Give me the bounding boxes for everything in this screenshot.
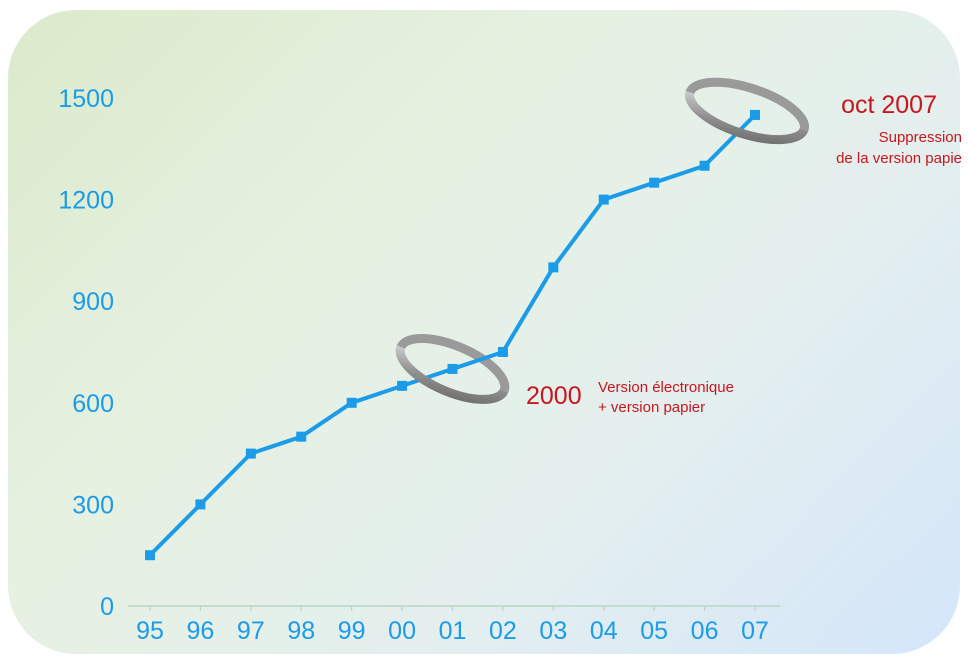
highlight-ring-back-arc xyxy=(685,77,809,131)
x-tick-labels: 95 96 97 98 99 00 01 02 03 04 05 06 07 xyxy=(136,617,769,645)
data-point xyxy=(397,380,408,391)
y-tick-label: 600 xyxy=(72,390,114,418)
data-point xyxy=(598,194,609,205)
data-point xyxy=(346,397,357,408)
data-point xyxy=(447,363,458,374)
data-point xyxy=(245,448,256,459)
data-point xyxy=(195,499,206,510)
highlight-ring-front-arc xyxy=(685,91,809,145)
x-tick-label: 03 xyxy=(539,617,567,645)
data-point xyxy=(750,109,760,120)
x-tick-label: 98 xyxy=(287,617,315,645)
annotation-text: + version papier xyxy=(598,399,705,416)
annotations: 2000 Version électronique + version papier… xyxy=(526,91,962,416)
y-tick-label: 1200 xyxy=(58,187,114,215)
y-tick-label: 300 xyxy=(72,491,114,519)
data-point xyxy=(548,262,559,273)
x-tick-label: 95 xyxy=(136,617,164,645)
x-tick-label: 96 xyxy=(187,617,215,645)
annotation-text: Suppression xyxy=(879,129,962,146)
annotation-year: oct 2007 xyxy=(841,91,937,119)
x-tick-label: 01 xyxy=(439,617,467,645)
y-tick-label: 900 xyxy=(72,288,114,316)
series-line xyxy=(145,109,760,561)
highlight-ring-front-arc xyxy=(395,345,509,404)
series-line-path xyxy=(148,113,757,557)
data-point xyxy=(649,177,660,188)
x-tick-label: 07 xyxy=(741,617,769,645)
x-tick-label: 06 xyxy=(691,617,719,645)
x-tick-label: 97 xyxy=(237,617,265,645)
x-tick-label: 99 xyxy=(338,617,366,645)
x-tick-label: 04 xyxy=(590,617,618,645)
data-point xyxy=(296,431,307,442)
x-tick-label: 00 xyxy=(388,617,416,645)
annotation-year: 2000 xyxy=(526,382,582,410)
highlight-rings-back xyxy=(396,77,809,393)
axes xyxy=(128,605,780,611)
y-tick-label: 0 xyxy=(100,593,114,621)
annotation-text: Version électronique xyxy=(598,379,734,396)
x-tick-label: 05 xyxy=(640,617,668,645)
y-tick-label: 1500 xyxy=(58,85,114,113)
data-point xyxy=(699,160,710,171)
highlight-ring-back-arc xyxy=(396,333,510,393)
annotation-text: de la version papie xyxy=(836,150,962,167)
data-point xyxy=(497,347,508,357)
y-tick-labels: 0 300 600 900 1200 1500 xyxy=(58,85,114,621)
highlight-rings-front xyxy=(395,91,809,404)
x-tick-label: 02 xyxy=(489,617,517,645)
data-point xyxy=(145,550,155,561)
